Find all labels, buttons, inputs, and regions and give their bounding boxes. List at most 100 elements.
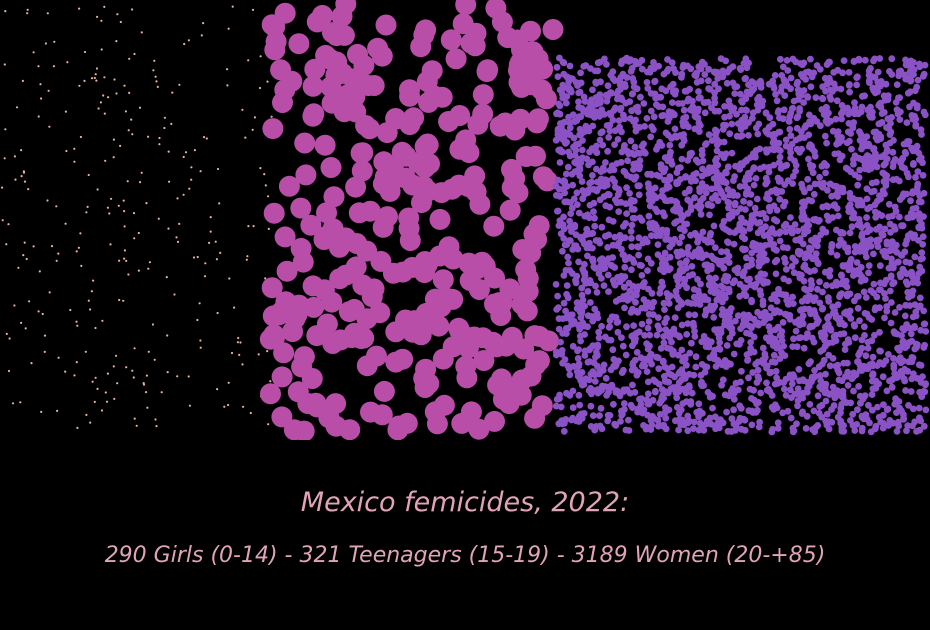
women-dot [721,321,728,329]
teenagers-dot [370,250,392,272]
teenagers-dot [440,29,462,51]
women-dot [611,141,618,149]
women-dot [616,278,624,286]
women-dot [616,231,624,239]
women-dot [675,409,683,417]
women-dot [756,418,763,426]
girls-dot [115,92,118,95]
girls-dot [209,216,212,219]
women-dot [823,410,831,418]
women-dot [919,172,927,179]
women-dot [795,96,802,103]
women-dot [692,156,700,164]
women-dot [665,183,673,191]
women-dot [901,165,908,172]
women-dot [616,76,623,84]
women-dot [605,288,612,295]
girls-dot [190,178,193,181]
women-dot [815,409,823,417]
girls-dot [103,5,106,8]
women-dot [655,380,663,388]
women-dot [777,55,784,63]
women-dot [664,157,672,165]
women-dot [886,417,894,424]
women-dot [872,128,880,136]
women-dot [795,316,803,324]
girls-dot [146,406,149,409]
girls-dot [32,245,35,248]
women-dot [759,97,767,105]
women-dot [570,195,578,203]
women-dot [606,167,614,174]
women-dot [741,158,749,166]
women-dot [854,304,862,312]
women-dot [900,375,908,383]
teenagers-dot [472,103,494,125]
women-dot [677,419,685,427]
women-dot [794,249,802,257]
women-dot [761,350,769,358]
teenagers-dot [542,19,564,40]
girls-dot [100,48,103,51]
women-dot [732,317,739,325]
girls-dot [247,59,250,62]
teenagers-dot [528,350,550,372]
women-dot [788,263,796,270]
women-dot [690,293,698,301]
women-dot [862,294,870,301]
women-dot [748,256,755,264]
women-dot [864,106,872,114]
women-dot [718,311,726,319]
women-dot [882,180,890,188]
women-dot [666,141,674,149]
women-dot [789,55,797,63]
women-dot [598,386,605,394]
girls-dot [27,188,30,191]
women-dot [691,311,699,319]
women-dot [888,55,896,63]
women-dot [773,297,781,305]
women-dot [562,314,570,322]
women-dot [556,102,564,110]
girls-dot [202,22,205,25]
women-dot [816,299,824,307]
girls-dot [24,327,27,330]
girls-dot [113,397,116,400]
women-dot [691,194,698,202]
women-dot [736,341,743,348]
women-dot [567,210,575,218]
women-dot [834,193,841,200]
women-dot [834,212,842,220]
women-dot [612,196,619,204]
women-dot [711,302,719,310]
women-dot [586,345,594,353]
women-dot [560,235,568,242]
women-dot [583,225,591,233]
women-dot [909,287,917,295]
girls-dot [76,426,79,429]
women-dot [661,212,668,220]
women-dot [667,196,675,204]
women-dot [700,382,707,389]
women-dot [766,369,774,377]
women-dot [730,177,737,185]
women-dot [664,328,671,336]
women-dot [895,258,902,266]
girls-dot [20,149,23,152]
women-dot [810,307,818,314]
women-dot [590,208,597,216]
teenagers-dot [288,33,310,55]
women-dot [784,296,792,304]
girls-dot [112,138,115,141]
women-dot [684,412,692,420]
women-dot [782,291,790,299]
women-dot [789,104,797,112]
girls-dot [157,217,160,220]
girls-dot [167,150,170,153]
women-dot [718,248,725,256]
women-dot [792,327,800,335]
women-dot [698,338,706,346]
girls-dot [22,171,26,174]
women-dot [710,222,718,230]
women-dot [607,336,615,344]
